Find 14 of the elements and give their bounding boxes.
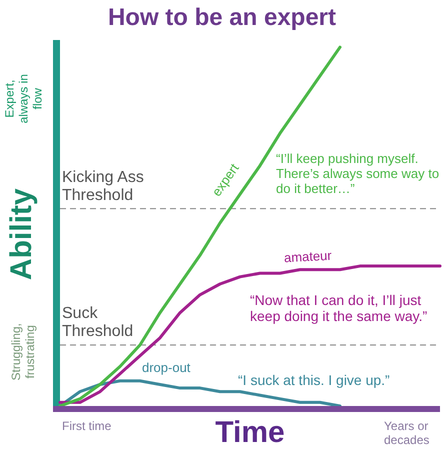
ref-line-label: Kicking Ass Threshold	[62, 168, 145, 206]
ref-line-label: Suck Threshold	[62, 305, 134, 342]
chart-title: How to be an expert	[106, 4, 338, 32]
x-axis-title: Time	[214, 416, 286, 450]
series-label: drop-out	[142, 360, 190, 376]
text: Years or decades	[384, 419, 430, 448]
y-axis-title: Ability	[4, 187, 39, 282]
annotation: “Now that I can do it, I’ll just keep doing it the same way.”	[250, 292, 428, 324]
annotation: “I suck at this. I give up.”	[238, 372, 391, 388]
text: Expert, always in flow	[2, 72, 45, 125]
series-label: amateur	[284, 248, 332, 266]
text: Struggling, frustrating	[9, 322, 38, 382]
annotation: “I’ll keep pushing myself. There’s always some way to do it better…”	[276, 151, 440, 197]
text: First time	[62, 419, 112, 434]
